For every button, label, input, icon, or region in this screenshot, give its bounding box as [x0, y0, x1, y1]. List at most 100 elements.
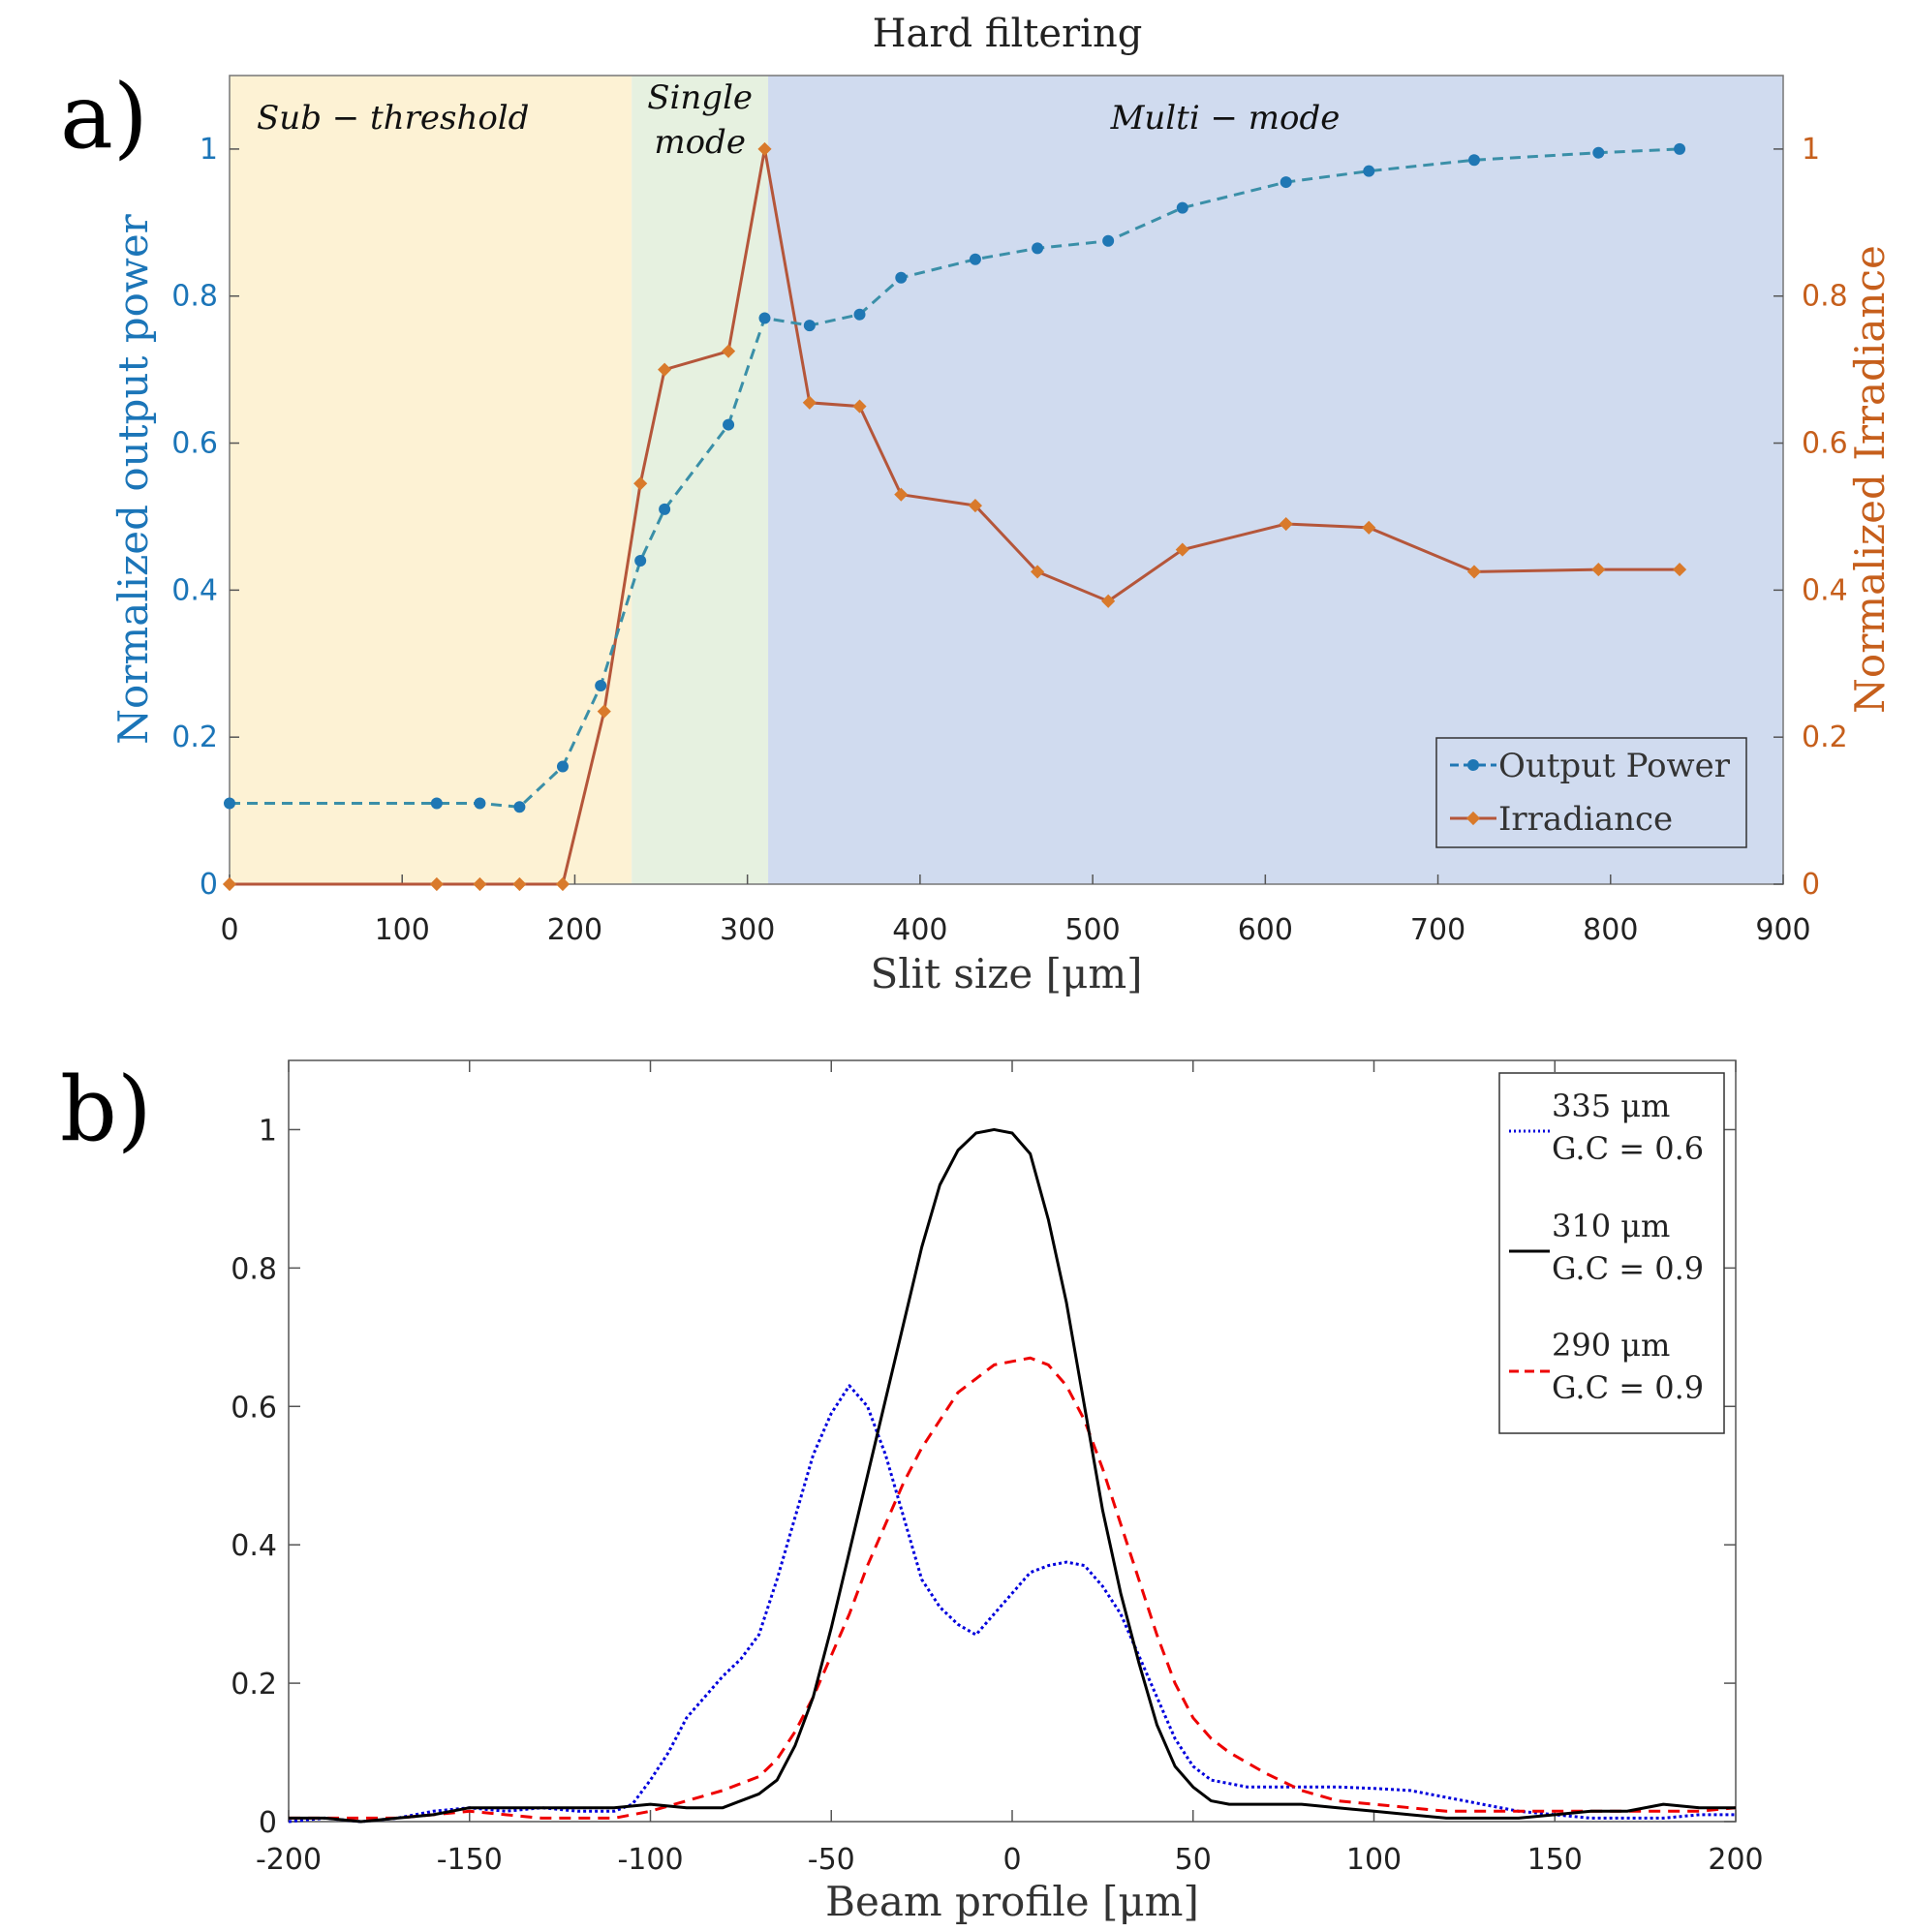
profile-335-line [288, 1384, 1736, 1824]
chart-b-series [288, 1127, 1737, 1824]
y-tick-label-right-a: 0.8 [1802, 280, 1848, 314]
x-tick-label-a: 600 [1238, 913, 1293, 947]
irradiance-point [721, 344, 736, 358]
output-power-point [474, 797, 486, 810]
output-power-point [224, 797, 235, 810]
chart-b-ticks: -200 -150 -100 -50 0 50 100 150 200 0 0.2 0.4 0.6 0.8… [231, 1060, 1764, 1877]
legend-b-310-gc: G.C = 0.9 [1552, 1250, 1704, 1287]
chart-a-series [222, 141, 1687, 892]
y-tick-label-left-a: 0 [200, 868, 218, 902]
legend-b-310-label: 310 μm [1552, 1208, 1670, 1244]
y-tick-label-b: 0.4 [231, 1529, 277, 1563]
chart-b-xlabel: Beam profile [μm] [825, 1878, 1199, 1925]
x-tick-label-a: 200 [547, 913, 602, 947]
output-power-point [634, 555, 647, 567]
output-power-point [556, 760, 569, 773]
x-tick-label-a: 300 [720, 913, 775, 947]
y-tick-label-right-a: 0.4 [1802, 573, 1848, 607]
output-power-point [1363, 165, 1375, 177]
irradiance-point [633, 476, 648, 491]
x-tick-label-b: 0 [1002, 1843, 1021, 1877]
y-tick-label-b: 0.6 [231, 1391, 277, 1425]
profile-290-line [289, 1356, 1737, 1820]
legend-a-power-label: Output Power [1498, 747, 1731, 785]
irradiance-point [1362, 520, 1376, 535]
profile-310-line [289, 1127, 1736, 1824]
y-tick-label-b: 0.8 [231, 1252, 277, 1286]
region-label-multi-mode: Multi − mode [1110, 99, 1341, 138]
output-power-point [513, 801, 526, 813]
irradiance-point [894, 487, 909, 502]
output-power-point [659, 503, 671, 515]
output-power-point [853, 308, 866, 321]
output-power-point [723, 418, 735, 431]
region-1-background [632, 76, 769, 884]
irradiance-point [852, 399, 867, 414]
y-tick-label-left-a: 0.4 [171, 573, 218, 607]
output-power-point [1674, 142, 1686, 155]
x-tick-label-b: 50 [1175, 1843, 1212, 1877]
output-power-point [1467, 154, 1480, 167]
y-tick-label-right-a: 0.6 [1802, 427, 1848, 461]
y-tick-label-left-a: 0.2 [171, 721, 218, 754]
y-tick-label-left-a: 0.8 [171, 280, 218, 314]
output-power-point [1592, 146, 1605, 159]
irradiance-point [1279, 516, 1293, 532]
irradiance-point [429, 876, 444, 892]
output-power-point [969, 253, 981, 265]
y-tick-label-b: 0 [259, 1806, 277, 1840]
x-tick-label-b: 150 [1527, 1843, 1583, 1877]
irradiance-point [658, 362, 672, 377]
irradiance-point [1591, 563, 1606, 577]
panel-a-chart: Hard filtering Sub − threshold Single mode… [109, 12, 1894, 997]
output-power-point [1176, 201, 1188, 214]
irradiance-point [1672, 563, 1687, 577]
irradiance-point [473, 876, 487, 892]
chart-a-legend: Output Power Irradiance [1435, 737, 1747, 848]
output-power-line [230, 147, 1681, 809]
legend-a-irradiance-label: Irradiance [1498, 800, 1673, 839]
irradiance-line [230, 148, 1681, 886]
x-tick-label-b: 200 [1708, 1843, 1763, 1877]
x-tick-label-a: 700 [1410, 913, 1465, 947]
output-power-point [895, 271, 908, 284]
output-power-point [1032, 242, 1044, 255]
irradiance-point [1466, 565, 1482, 579]
panel-label-b: b) [60, 1058, 152, 1161]
y-tick-label-b: 0.2 [231, 1668, 277, 1702]
legend-a-power-marker [1467, 759, 1479, 771]
y-tick-label-right-a: 0.2 [1802, 721, 1848, 754]
x-tick-label-a: 100 [375, 913, 430, 947]
irradiance-point [1175, 542, 1189, 557]
x-tick-label-a: 800 [1583, 913, 1638, 947]
chart-a-title: Hard filtering [873, 12, 1143, 56]
region-0-background [230, 76, 632, 884]
legend-b-box [1498, 1072, 1725, 1434]
output-power-point [1280, 176, 1292, 189]
legend-a-irradiance-marker [1465, 811, 1481, 826]
x-tick-label-a: 0 [220, 913, 238, 947]
irradiance-point [512, 876, 527, 892]
chart-a-ylabel-right: Normalized Irradiance [1846, 245, 1894, 714]
legend-b-335-gc: G.C = 0.6 [1552, 1130, 1704, 1167]
output-power-point [595, 680, 607, 692]
output-power-point [758, 312, 771, 324]
panel-label-a: a) [60, 65, 148, 169]
irradiance-point [802, 395, 817, 410]
y-tick-label-right-a: 1 [1802, 133, 1820, 167]
irradiance-point [1031, 565, 1045, 579]
x-tick-label-a: 400 [892, 913, 947, 947]
chart-a-xlabel: Slit size [μm] [870, 950, 1142, 997]
x-tick-label-a: 900 [1755, 913, 1810, 947]
panel-b-chart: -200 -150 -100 -50 0 50 100 150 200 0 0.2 0.4 0.6 0.8… [231, 1059, 1764, 1925]
chart-a-ylabel-left: Normalized output power [109, 213, 157, 744]
legend-b-290-label: 290 μm [1552, 1327, 1670, 1364]
irradiance-point [968, 498, 982, 513]
y-tick-label-left-a: 0.6 [171, 427, 218, 461]
region-labels: Sub − threshold Single mode Multi − mode [257, 78, 1340, 162]
chart-b-legend: 335 μm G.C = 0.6 310 μm G.C = 0.9 290 μm… [1498, 1072, 1725, 1434]
irradiance-point [222, 876, 237, 892]
x-tick-label-b: -100 [617, 1843, 683, 1877]
